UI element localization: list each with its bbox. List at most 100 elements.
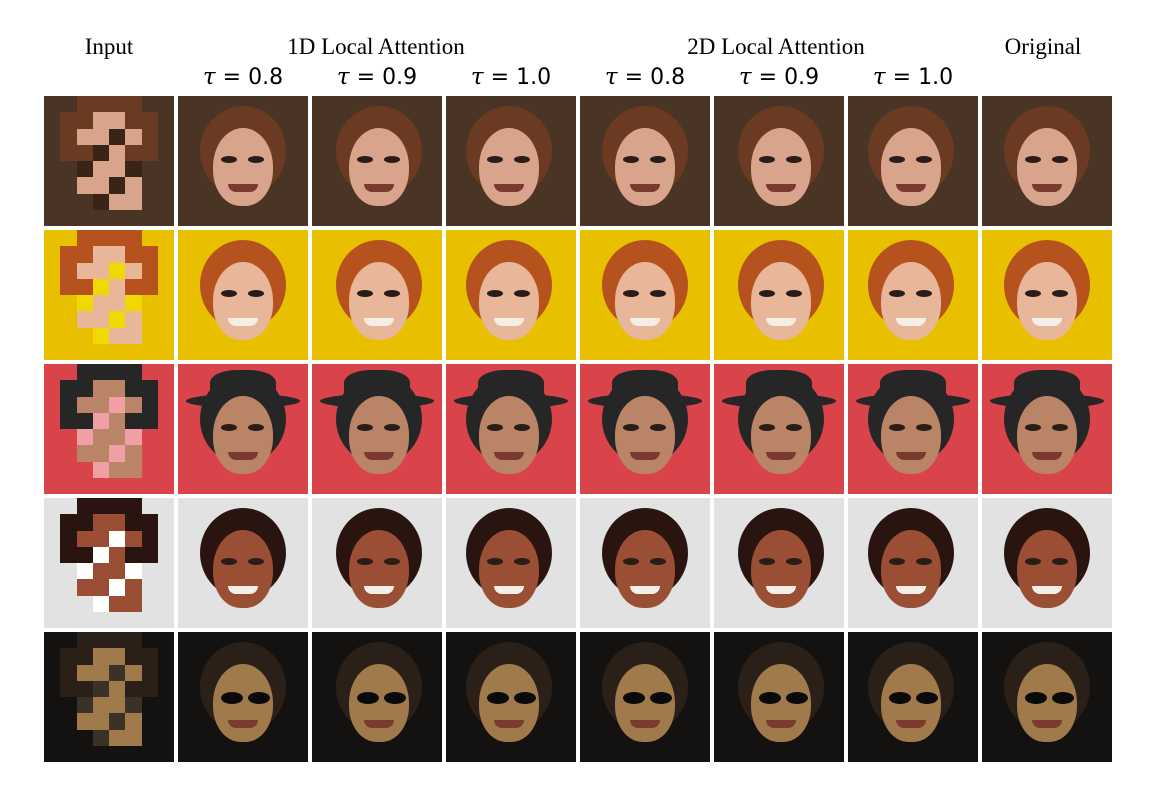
face	[615, 530, 675, 608]
pixel-cell	[141, 713, 159, 730]
pixel-cell	[44, 112, 61, 129]
pixel-cell	[125, 514, 142, 531]
pixelated-input	[44, 230, 174, 360]
pixel-cell	[109, 648, 126, 665]
face	[615, 396, 675, 474]
pixel-cell	[60, 278, 77, 296]
pixel-cell	[44, 364, 61, 381]
face	[751, 262, 811, 340]
pixel-cell	[44, 514, 61, 531]
mouth	[1032, 184, 1062, 192]
mouth	[766, 720, 796, 728]
pixel-cell	[76, 680, 94, 698]
face	[213, 530, 273, 608]
pixel-cell	[109, 295, 126, 312]
pixel-cell	[76, 193, 94, 211]
pixel-cell	[60, 144, 77, 162]
pixel-cell	[44, 680, 61, 698]
eye-right	[650, 156, 666, 163]
pixel-cell	[141, 461, 159, 479]
pixel-cell	[92, 632, 110, 649]
pixel-cell	[76, 461, 94, 479]
eye-left	[759, 290, 775, 297]
pixel-cell	[125, 327, 142, 345]
face	[881, 128, 941, 206]
pixel-cell	[109, 680, 126, 698]
pixel-cell	[92, 343, 110, 360]
face	[1017, 530, 1077, 608]
pixel-cell	[157, 343, 174, 360]
pixel-cell	[60, 697, 77, 714]
pixelated-input	[44, 632, 174, 762]
pixel-cell	[60, 246, 77, 263]
pixel-cell	[141, 128, 159, 146]
pixel-cell	[125, 230, 142, 247]
pixel-cell	[44, 396, 61, 414]
pixelated-input	[44, 364, 174, 494]
pixel-cell	[92, 396, 110, 414]
pixel-cell	[76, 144, 94, 162]
mouth	[364, 586, 394, 594]
image-tile-woman-red-hair-1d-0.8	[178, 230, 308, 360]
face	[349, 530, 409, 608]
eye-right	[384, 558, 400, 565]
mouth	[766, 318, 796, 326]
tau-symbol: τ	[202, 64, 216, 90]
pixel-cell	[44, 380, 61, 397]
pixel-cell	[109, 246, 126, 263]
pixel-cell	[92, 563, 110, 580]
image-tile-man-black-hat-1d-1.0	[446, 364, 576, 494]
pixel-cell	[141, 246, 159, 263]
pixel-cell	[157, 514, 174, 531]
pixel-cell	[141, 429, 159, 446]
face	[1017, 262, 1077, 340]
image-tile-man-smiling-bald-2d-0.8	[580, 498, 710, 628]
pixel-cell	[76, 745, 94, 762]
image-tile-man-black-hat-2d-0.8	[580, 364, 710, 494]
pixel-cell	[109, 193, 126, 211]
pixel-cell	[125, 128, 142, 146]
eye-right	[916, 156, 932, 163]
pixel-cell	[109, 445, 126, 462]
tau-symbol: τ	[470, 64, 484, 90]
eye-right	[650, 290, 666, 297]
pixel-cell	[125, 648, 142, 665]
mouth	[364, 720, 394, 728]
image-tile-man-smiling-bald-1d-0.8	[178, 498, 308, 628]
image-tile-man-sunglasses-1d-0.9	[312, 632, 442, 762]
pixel-cell	[157, 611, 174, 628]
image-tile-man-black-hat-2d-0.9	[714, 364, 844, 494]
mouth	[494, 452, 524, 460]
tau-label: τ = 0.9	[714, 64, 844, 90]
image-tile-man-black-hat-1d-0.9	[312, 364, 442, 494]
mouth	[494, 720, 524, 728]
eye-right	[1052, 558, 1068, 565]
pixel-cell	[157, 713, 174, 730]
eye-left	[487, 156, 503, 163]
pixel-cell	[92, 209, 110, 226]
eye-left	[623, 290, 639, 297]
pixel-cell	[44, 745, 61, 762]
face	[479, 396, 539, 474]
eye-left	[357, 558, 373, 565]
image-tile-woman-red-hair-1d-0.9	[312, 230, 442, 360]
pixel-cell	[76, 396, 94, 414]
pixel-cell	[44, 193, 61, 211]
tau-symbol: τ	[336, 64, 350, 90]
pixel-cell	[157, 327, 174, 345]
eye-left	[889, 558, 905, 565]
tau-symbol: τ	[872, 64, 886, 90]
pixel-cell	[76, 230, 94, 247]
eye-left	[221, 558, 237, 565]
face	[349, 396, 409, 474]
pixel-cell	[141, 563, 159, 580]
eye-right	[786, 156, 802, 163]
pixel-cell	[76, 713, 94, 730]
pixel-cell	[92, 697, 110, 714]
mouth	[1032, 586, 1062, 594]
eye-left	[1025, 156, 1041, 163]
pixel-cell	[109, 664, 126, 682]
pixel-cell	[44, 262, 61, 280]
pixel-cell	[125, 177, 142, 194]
pixel-cell	[76, 278, 94, 296]
